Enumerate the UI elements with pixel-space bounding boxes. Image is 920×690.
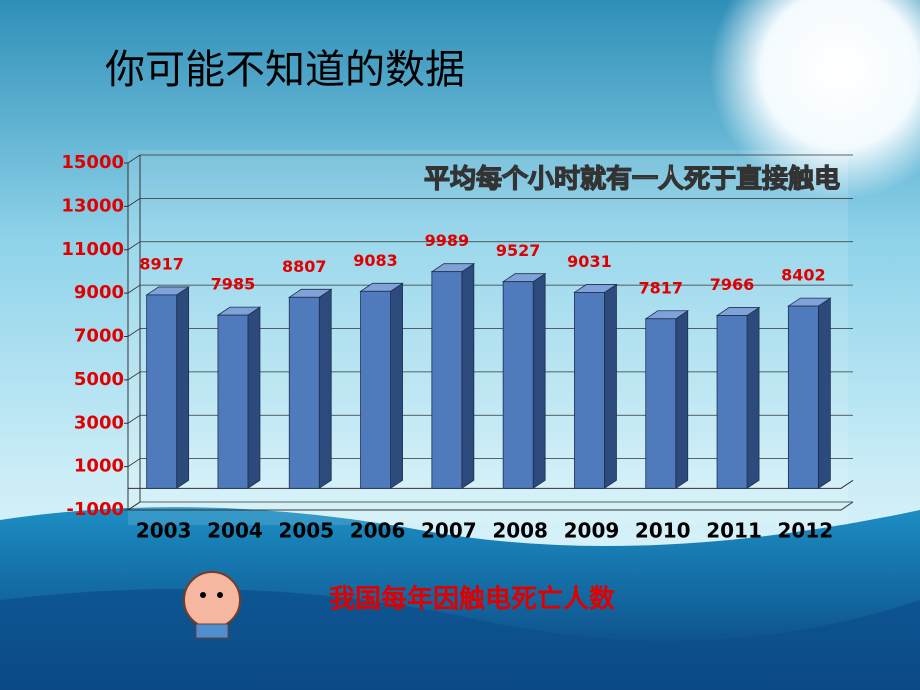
bar bbox=[644, 310, 690, 490]
x-tick-label: 2004 bbox=[207, 519, 263, 543]
bar-front bbox=[146, 294, 178, 489]
bar bbox=[216, 306, 262, 490]
y-tick-label: 11000 bbox=[61, 239, 124, 260]
x-tick-label: 2003 bbox=[136, 519, 192, 543]
bar bbox=[573, 283, 618, 490]
grid-line bbox=[127, 241, 853, 251]
bar-front bbox=[217, 314, 249, 489]
bar-side bbox=[461, 262, 475, 490]
bar-side bbox=[176, 286, 190, 490]
bar-side bbox=[318, 288, 332, 490]
bar-side bbox=[604, 283, 617, 490]
bar-front bbox=[645, 318, 677, 489]
value-label: 7817 bbox=[638, 278, 683, 297]
x-tick-label: 2005 bbox=[278, 519, 334, 543]
x-tick-label: 2006 bbox=[350, 519, 406, 543]
y-tick-label: -1000 bbox=[66, 499, 124, 520]
bar-side bbox=[532, 272, 546, 490]
bar bbox=[287, 288, 333, 490]
y-tick-label: 9000 bbox=[74, 282, 124, 303]
bar bbox=[359, 282, 404, 490]
bar-front bbox=[787, 305, 819, 489]
grid-line bbox=[127, 501, 853, 511]
x-tick-label: 2012 bbox=[778, 519, 834, 543]
bar bbox=[715, 306, 761, 490]
chart-caption: 我国每年因触电死亡人数 bbox=[329, 584, 616, 615]
bar-front bbox=[502, 281, 534, 489]
value-label: 9083 bbox=[353, 251, 398, 270]
y-tick-label: 5000 bbox=[74, 369, 124, 390]
y-tick-label: 1000 bbox=[74, 456, 124, 477]
y-tick-label: 3000 bbox=[74, 412, 124, 433]
value-label: 7985 bbox=[211, 275, 256, 294]
bar-front bbox=[431, 271, 463, 489]
chart-title: 平均每个小时就有一人死于直接触电 bbox=[424, 164, 840, 195]
bar-side bbox=[390, 282, 403, 490]
value-label: 9989 bbox=[425, 231, 470, 250]
value-label: 9527 bbox=[496, 241, 541, 260]
bar bbox=[430, 262, 476, 490]
kid-icon bbox=[183, 571, 241, 639]
value-label: 7966 bbox=[710, 275, 755, 294]
bar bbox=[501, 272, 547, 490]
bar-front bbox=[574, 292, 605, 489]
bar-side bbox=[817, 297, 831, 490]
value-label: 9031 bbox=[567, 252, 612, 271]
y-tick-label: 7000 bbox=[74, 326, 124, 347]
bar bbox=[145, 286, 190, 490]
bar-front bbox=[288, 296, 320, 489]
x-tick-label: 2009 bbox=[564, 519, 620, 543]
bar-side bbox=[746, 306, 760, 490]
value-label: 8807 bbox=[282, 257, 327, 276]
x-tick-label: 2008 bbox=[492, 519, 548, 543]
bar-front bbox=[360, 290, 391, 489]
bar-front bbox=[716, 315, 748, 489]
y-tick-label: 15000 bbox=[61, 152, 124, 173]
x-tick-label: 2007 bbox=[421, 519, 477, 543]
x-tick-label: 2010 bbox=[635, 519, 691, 543]
grid-line bbox=[127, 197, 853, 207]
bar-side bbox=[675, 310, 689, 490]
bar-side bbox=[247, 306, 261, 490]
grid-line bbox=[127, 154, 853, 164]
y-tick-label: 13000 bbox=[61, 195, 124, 216]
slide-title: 你可能不知道的数据 bbox=[105, 47, 465, 93]
x-tick-label: 2011 bbox=[706, 519, 762, 543]
moon bbox=[710, 0, 920, 200]
bar bbox=[787, 297, 832, 490]
value-label: 8402 bbox=[781, 266, 826, 285]
value-label: 8917 bbox=[139, 254, 184, 273]
